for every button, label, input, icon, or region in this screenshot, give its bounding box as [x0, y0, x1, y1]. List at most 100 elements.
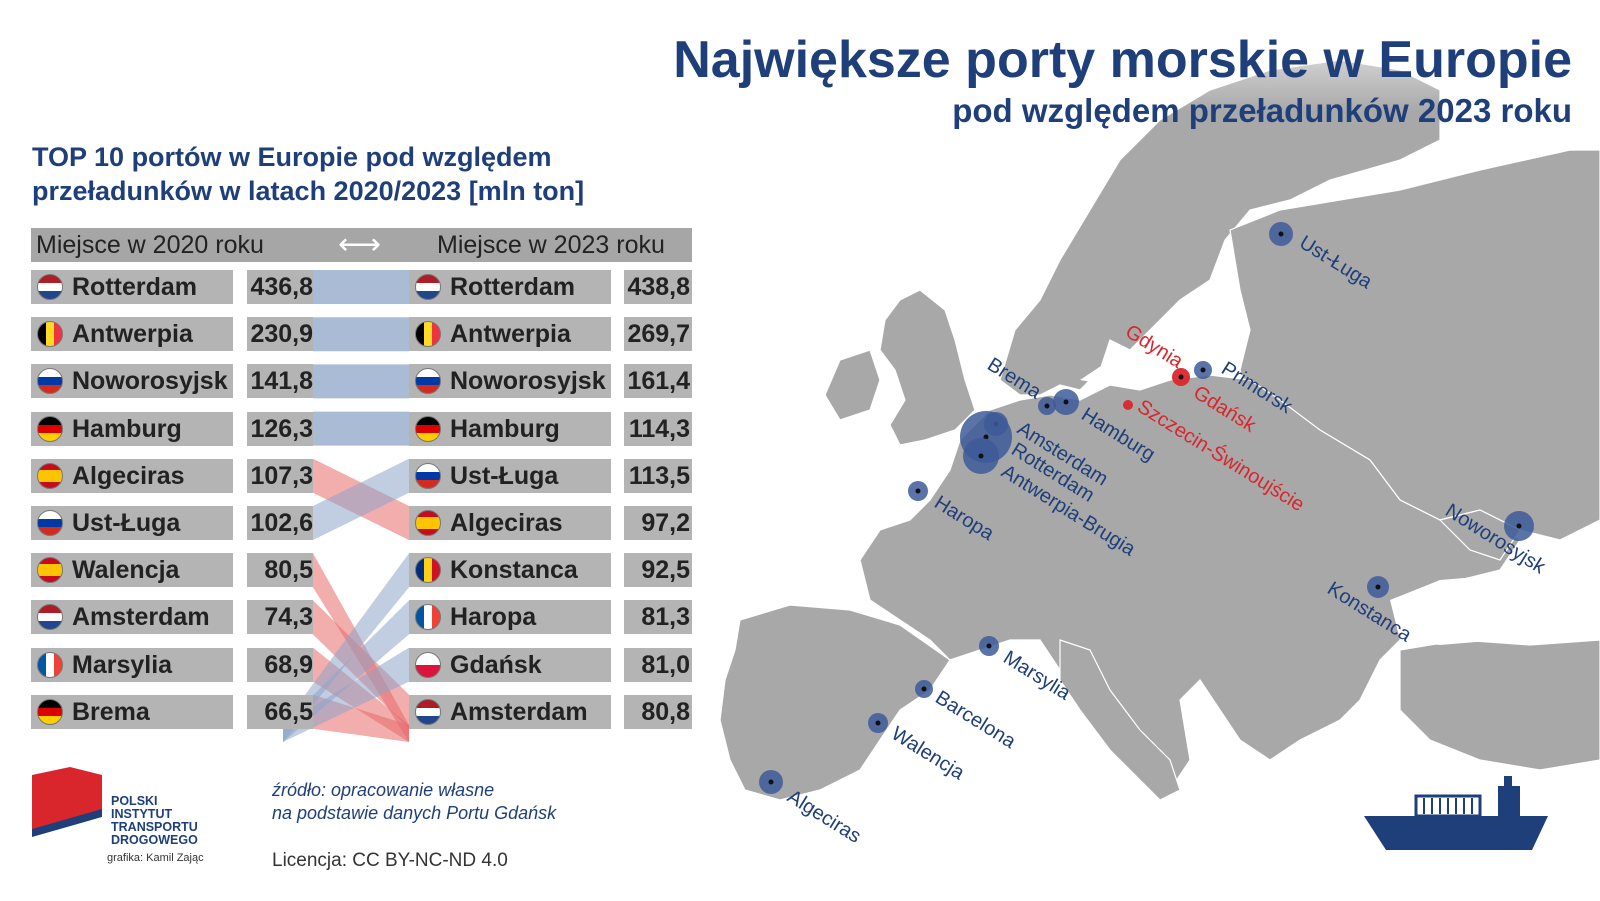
map-port-ust-ługa: Ust-Ługa: [1269, 222, 1377, 294]
map-port-gdynia: Gdynia: [1121, 321, 1190, 386]
de-flag-icon: [37, 416, 63, 442]
row-2023-port: Hamburg: [450, 412, 560, 446]
row-2023-value: 269,7: [624, 317, 690, 351]
port-label: Brema: [983, 354, 1045, 404]
port-dot: [1045, 404, 1050, 409]
row-2020-value: 74,3: [247, 600, 313, 634]
row-2020-port: Marsylia: [72, 648, 172, 682]
port-dot: [769, 780, 774, 785]
port-label: Noworosyjsk: [1441, 500, 1550, 579]
ship-icon: [1362, 772, 1552, 856]
port-label: Marsylia: [999, 647, 1075, 706]
port-dot: [916, 489, 921, 494]
row-2020-port: Ust-Ługa: [72, 506, 180, 540]
row-2020-value: 126,3: [247, 412, 313, 446]
port-label: Barcelona: [931, 687, 1020, 754]
row-2020-value: 436,8: [247, 270, 313, 304]
page-title: Największe porty morskie w Europie: [673, 30, 1572, 90]
row-2023-value: 438,8: [624, 270, 690, 304]
port-dot: [1517, 524, 1522, 529]
row-2020-port: Antwerpia: [72, 317, 193, 351]
port-label: Algeciras: [783, 786, 864, 848]
row-2023-value: 81,3: [624, 600, 690, 634]
port-marker: [1123, 400, 1133, 410]
pitd-logo-icon: [30, 767, 105, 842]
es-flag-icon: [37, 463, 63, 489]
row-2020-port: Amsterdam: [72, 600, 210, 634]
port-label: Haropa: [930, 492, 998, 546]
port-dot: [987, 644, 992, 649]
row-2020-port: Rotterdam: [72, 270, 197, 304]
row-2023-port: Antwerpia: [450, 317, 571, 351]
be-flag-icon: [415, 321, 441, 347]
nl-flag-icon: [37, 274, 63, 300]
logo-line-4: DROGOWEGO: [111, 834, 198, 847]
logo-text: POLSKI INSTYTUT TRANSPORTU DROGOWEGO: [111, 795, 198, 847]
es-flag-icon: [415, 510, 441, 536]
row-2020-value: 68,9: [247, 648, 313, 682]
source-line-1: źródło: opracowanie własne: [272, 780, 494, 801]
port-label: Gdynia: [1121, 321, 1187, 374]
port-dot: [922, 687, 927, 692]
port-dot: [876, 721, 881, 726]
port-dot: [1376, 585, 1381, 590]
be-flag-icon: [37, 321, 63, 347]
nl-flag-icon: [415, 274, 441, 300]
row-2023-port: Rotterdam: [450, 270, 575, 304]
row-2023-value: 113,5: [624, 459, 690, 493]
row-2023-port: Ust-Ługa: [450, 459, 558, 493]
fr-flag-icon: [37, 652, 63, 678]
page-subtitle: pod względem przeładunków 2023 roku: [952, 92, 1572, 130]
row-2023-value: 114,3: [624, 412, 690, 446]
row-2023-port: Amsterdam: [450, 695, 588, 729]
map-port-algeciras: Algeciras: [759, 770, 865, 848]
row-2020-port: Hamburg: [72, 412, 182, 446]
map-port-noworosyjsk: Noworosyjsk: [1441, 500, 1550, 579]
de-flag-icon: [415, 416, 441, 442]
row-2023-port: Noworosyjsk: [450, 364, 606, 398]
es-flag-icon: [37, 557, 63, 583]
port-dot: [1179, 375, 1184, 380]
row-2020-value: 102,6: [247, 506, 313, 540]
map-port-marsylia: Marsylia: [979, 636, 1075, 705]
row-2023-value: 92,5: [624, 553, 690, 587]
port-dot: [1064, 400, 1069, 405]
row-2023-value: 81,0: [624, 648, 690, 682]
row-2020-value: 141,8: [247, 364, 313, 398]
row-2020-value: 80,5: [247, 553, 313, 587]
port-label: Walencja: [887, 723, 969, 785]
row-2020-port: Walencja: [72, 553, 179, 587]
ro-flag-icon: [415, 557, 441, 583]
port-dot: [1279, 232, 1284, 237]
map-port-brema: Brema: [983, 354, 1056, 415]
nl-flag-icon: [415, 699, 441, 725]
row-2020-port: Noworosyjsk: [72, 364, 228, 398]
row-2023-port: Gdańsk: [450, 648, 542, 682]
map-port-haropa: Haropa: [908, 481, 998, 545]
map-port-konstanca: Konstanca: [1323, 576, 1416, 647]
row-2023-value: 161,4: [624, 364, 690, 398]
row-2023-port: Konstanca: [450, 553, 578, 587]
pl-flag-icon: [415, 652, 441, 678]
table-title: TOP 10 portów w Europie pod względem prz…: [32, 140, 672, 208]
map-port-walencja: Walencja: [868, 713, 969, 785]
row-2023-value: 80,8: [624, 695, 690, 729]
row-2023-value: 97,2: [624, 506, 690, 540]
table-title-line-2: przeładunków w latach 2020/2023 [mln ton…: [32, 174, 672, 208]
port-label: Ust-Ługa: [1295, 232, 1376, 294]
ru-flag-icon: [37, 510, 63, 536]
row-2020-value: 230,9: [247, 317, 313, 351]
license-text: Licencja: CC BY-NC-ND 4.0: [272, 850, 508, 872]
port-dot: [979, 454, 984, 459]
row-2023-port: Haropa: [450, 600, 536, 634]
row-2020-value: 66,5: [247, 695, 313, 729]
header-2023: Miejsce w 2023 roku: [437, 228, 665, 262]
credit-text: grafika: Kamil Zając: [107, 852, 204, 864]
row-2020-port: Brema: [72, 695, 150, 729]
source-line-2: na podstawie danych Portu Gdańsk: [272, 803, 556, 824]
table-title-line-1: TOP 10 portów w Europie pod względem: [32, 140, 672, 174]
header-arrow-icon: ⟷: [338, 228, 381, 262]
ru-flag-icon: [415, 463, 441, 489]
header-2020: Miejsce w 2020 roku: [36, 228, 264, 262]
port-dot: [1201, 368, 1206, 373]
